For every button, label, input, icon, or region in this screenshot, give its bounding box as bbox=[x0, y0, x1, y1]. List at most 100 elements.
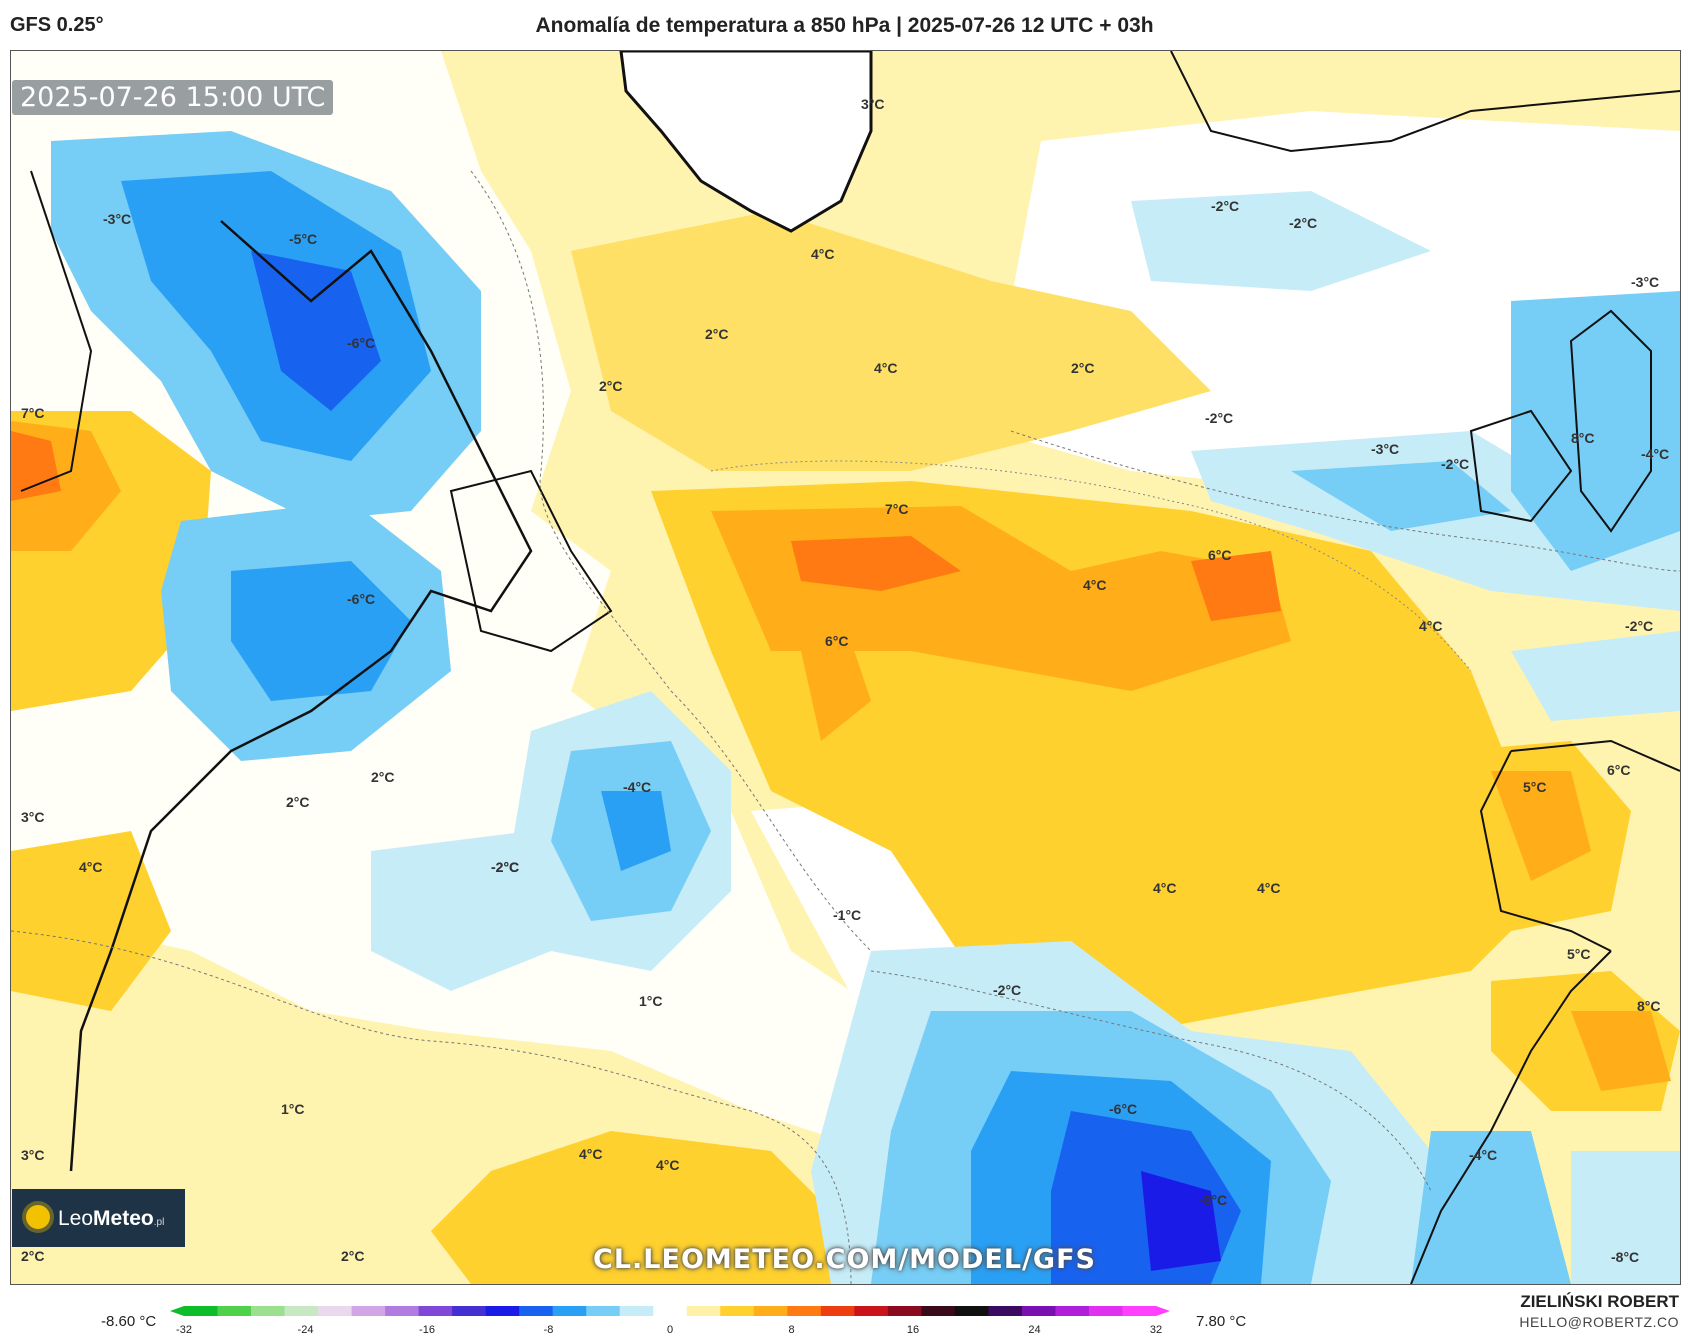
anomaly-label: 2°C bbox=[371, 769, 395, 785]
anomaly-label: -8°C bbox=[1611, 1249, 1639, 1265]
colorbar-tick-label: -8 bbox=[543, 1324, 554, 1336]
colorbar-tick-label: 16 bbox=[906, 1324, 920, 1336]
watermark-url: CL.LEOMETEO.COM/MODEL/GFS bbox=[593, 1244, 1096, 1275]
anomaly-label: 4°C bbox=[579, 1146, 603, 1162]
colorbar-swatch bbox=[217, 1306, 252, 1316]
anomaly-label: -2°C bbox=[1441, 456, 1469, 472]
anomaly-label: 4°C bbox=[1153, 880, 1177, 896]
anomaly-label: -2°C bbox=[491, 859, 519, 875]
anomaly-label: 3°C bbox=[21, 809, 45, 825]
anomaly-label: 4°C bbox=[656, 1157, 680, 1173]
anomaly-label: 1°C bbox=[639, 993, 663, 1009]
anomaly-map[interactable]: -3°C -5°C -6°C 7°C -6°C 2°C 3°C 4°C 2°C … bbox=[10, 50, 1681, 1285]
anomaly-label: -3°C bbox=[1371, 441, 1399, 457]
colorbar-tick-label: 24 bbox=[1028, 1324, 1041, 1336]
anomaly-label: 6°C bbox=[1208, 547, 1232, 563]
anomaly-label: -3°C bbox=[1631, 274, 1659, 290]
colorbar-swatch bbox=[954, 1306, 989, 1316]
anomaly-label: 2°C bbox=[21, 1248, 45, 1264]
colorbar-swatch bbox=[854, 1306, 889, 1316]
colorbar-swatch bbox=[251, 1306, 286, 1316]
colorbar-swatch bbox=[887, 1306, 922, 1316]
anomaly-label: -6°C bbox=[347, 591, 375, 607]
anomaly-label: 4°C bbox=[79, 859, 103, 875]
colorbar-swatch bbox=[351, 1306, 386, 1316]
anomaly-label: -4°C bbox=[1641, 446, 1669, 462]
colorbar-swatch bbox=[318, 1306, 353, 1316]
colorbar-swatch bbox=[385, 1306, 420, 1316]
anomaly-label: 4°C bbox=[874, 360, 898, 376]
anomaly-label: 8°C bbox=[1571, 430, 1595, 446]
anomaly-label: 5°C bbox=[1567, 946, 1591, 962]
logo-text: LeoMeteo.pl bbox=[58, 1207, 165, 1230]
colorbar-swatch bbox=[820, 1306, 855, 1316]
leometeo-logo[interactable]: LeoMeteo.pl bbox=[12, 1189, 185, 1247]
anomaly-label: 8°C bbox=[1637, 998, 1661, 1014]
colorbar-tick-label: 0 bbox=[666, 1324, 674, 1336]
anomaly-label: 2°C bbox=[341, 1248, 365, 1264]
anomaly-label: 6°C bbox=[1607, 762, 1631, 778]
colorbar-swatch bbox=[1088, 1306, 1123, 1316]
colorbar-swatch bbox=[452, 1306, 487, 1316]
anomaly-label: -4°C bbox=[1469, 1147, 1497, 1163]
colorbar-tick-label: -32 bbox=[176, 1324, 192, 1336]
colorbar-swatch bbox=[184, 1306, 219, 1316]
anomaly-label: -2°C bbox=[1289, 215, 1317, 231]
anomaly-label: 2°C bbox=[705, 326, 729, 342]
colorbar-swatch bbox=[586, 1306, 621, 1316]
anomaly-label: -1°C bbox=[833, 907, 861, 923]
label-layer: -3°C -5°C -6°C 7°C -6°C 2°C 3°C 4°C 2°C … bbox=[21, 96, 1669, 1265]
colorbar-swatch bbox=[1055, 1306, 1090, 1316]
anomaly-label: -5°C bbox=[289, 231, 317, 247]
colorbar-swatch bbox=[552, 1306, 587, 1316]
map-title: Anomalía de temperatura a 850 hPa | 2025… bbox=[535, 14, 1154, 37]
colorbar-tick-label: 8 bbox=[788, 1324, 795, 1336]
colorbar-swatch bbox=[653, 1306, 688, 1316]
anomaly-label: 2°C bbox=[286, 794, 310, 810]
colorbar-swatch bbox=[485, 1306, 520, 1316]
colorbar-swatch bbox=[1122, 1306, 1157, 1316]
colorbar-max-arrow bbox=[1156, 1306, 1170, 1316]
anomaly-label: 4°C bbox=[1083, 577, 1107, 593]
valid-time-badge: 2025-07-26 15:00 UTC bbox=[12, 80, 334, 115]
anomaly-label: 3°C bbox=[861, 96, 885, 112]
anomaly-label: 7°C bbox=[21, 405, 45, 421]
anomaly-label: 4°C bbox=[1257, 880, 1281, 896]
colorbar-tick-label: -24 bbox=[297, 1324, 314, 1336]
header-bar: GFS 0.25° Anomalía de temperatura a 850 … bbox=[0, 0, 1689, 50]
colorbar-swatch bbox=[787, 1306, 822, 1316]
anomaly-label: 2°C bbox=[1071, 360, 1095, 376]
anomaly-label: -4°C bbox=[623, 779, 651, 795]
colorbar-swatch bbox=[720, 1306, 755, 1316]
anomaly-label: -2°C bbox=[993, 982, 1021, 998]
author-email: HELLO@ROBERTZ.CO bbox=[1519, 1314, 1679, 1330]
anomaly-label: 5°C bbox=[1523, 779, 1547, 795]
anomaly-label: -3°C bbox=[103, 211, 131, 227]
colorbar-max-label: 7.80 °C bbox=[1196, 1313, 1247, 1330]
colorbar-swatch bbox=[619, 1306, 654, 1316]
anomaly-label: -2°C bbox=[1205, 410, 1233, 426]
colorbar-tick-label: -16 bbox=[419, 1324, 435, 1336]
anomaly-label: 1°C bbox=[281, 1101, 305, 1117]
colorbar bbox=[170, 1306, 1170, 1316]
anomaly-label: -2°C bbox=[1211, 198, 1239, 214]
anomaly-label: 6°C bbox=[825, 633, 849, 649]
sun-icon bbox=[26, 1205, 50, 1229]
colorbar-swatch bbox=[284, 1306, 319, 1316]
anomaly-label: -8°C bbox=[1199, 1192, 1227, 1208]
anomaly-label: -6°C bbox=[347, 335, 375, 351]
colorbar-min-label: -8.60 °C bbox=[101, 1313, 157, 1330]
colorbar-swatch bbox=[1021, 1306, 1056, 1316]
anomaly-label: 7°C bbox=[885, 501, 909, 517]
anomaly-label: 4°C bbox=[1419, 618, 1443, 634]
map-canvas bbox=[11, 51, 1680, 1284]
colorbar-swatch bbox=[921, 1306, 956, 1316]
colorbar-swatch bbox=[519, 1306, 554, 1316]
colorbar-swatch bbox=[418, 1306, 453, 1316]
anomaly-label: -2°C bbox=[491, 859, 519, 875]
colorbar-min-arrow bbox=[170, 1306, 184, 1316]
model-name: GFS 0.25° bbox=[10, 14, 104, 36]
anomaly-label: 2°C bbox=[599, 378, 623, 394]
anomaly-label: -2°C bbox=[1625, 618, 1653, 634]
author-name: ZIELIŃSKI ROBERT bbox=[1520, 1292, 1679, 1311]
